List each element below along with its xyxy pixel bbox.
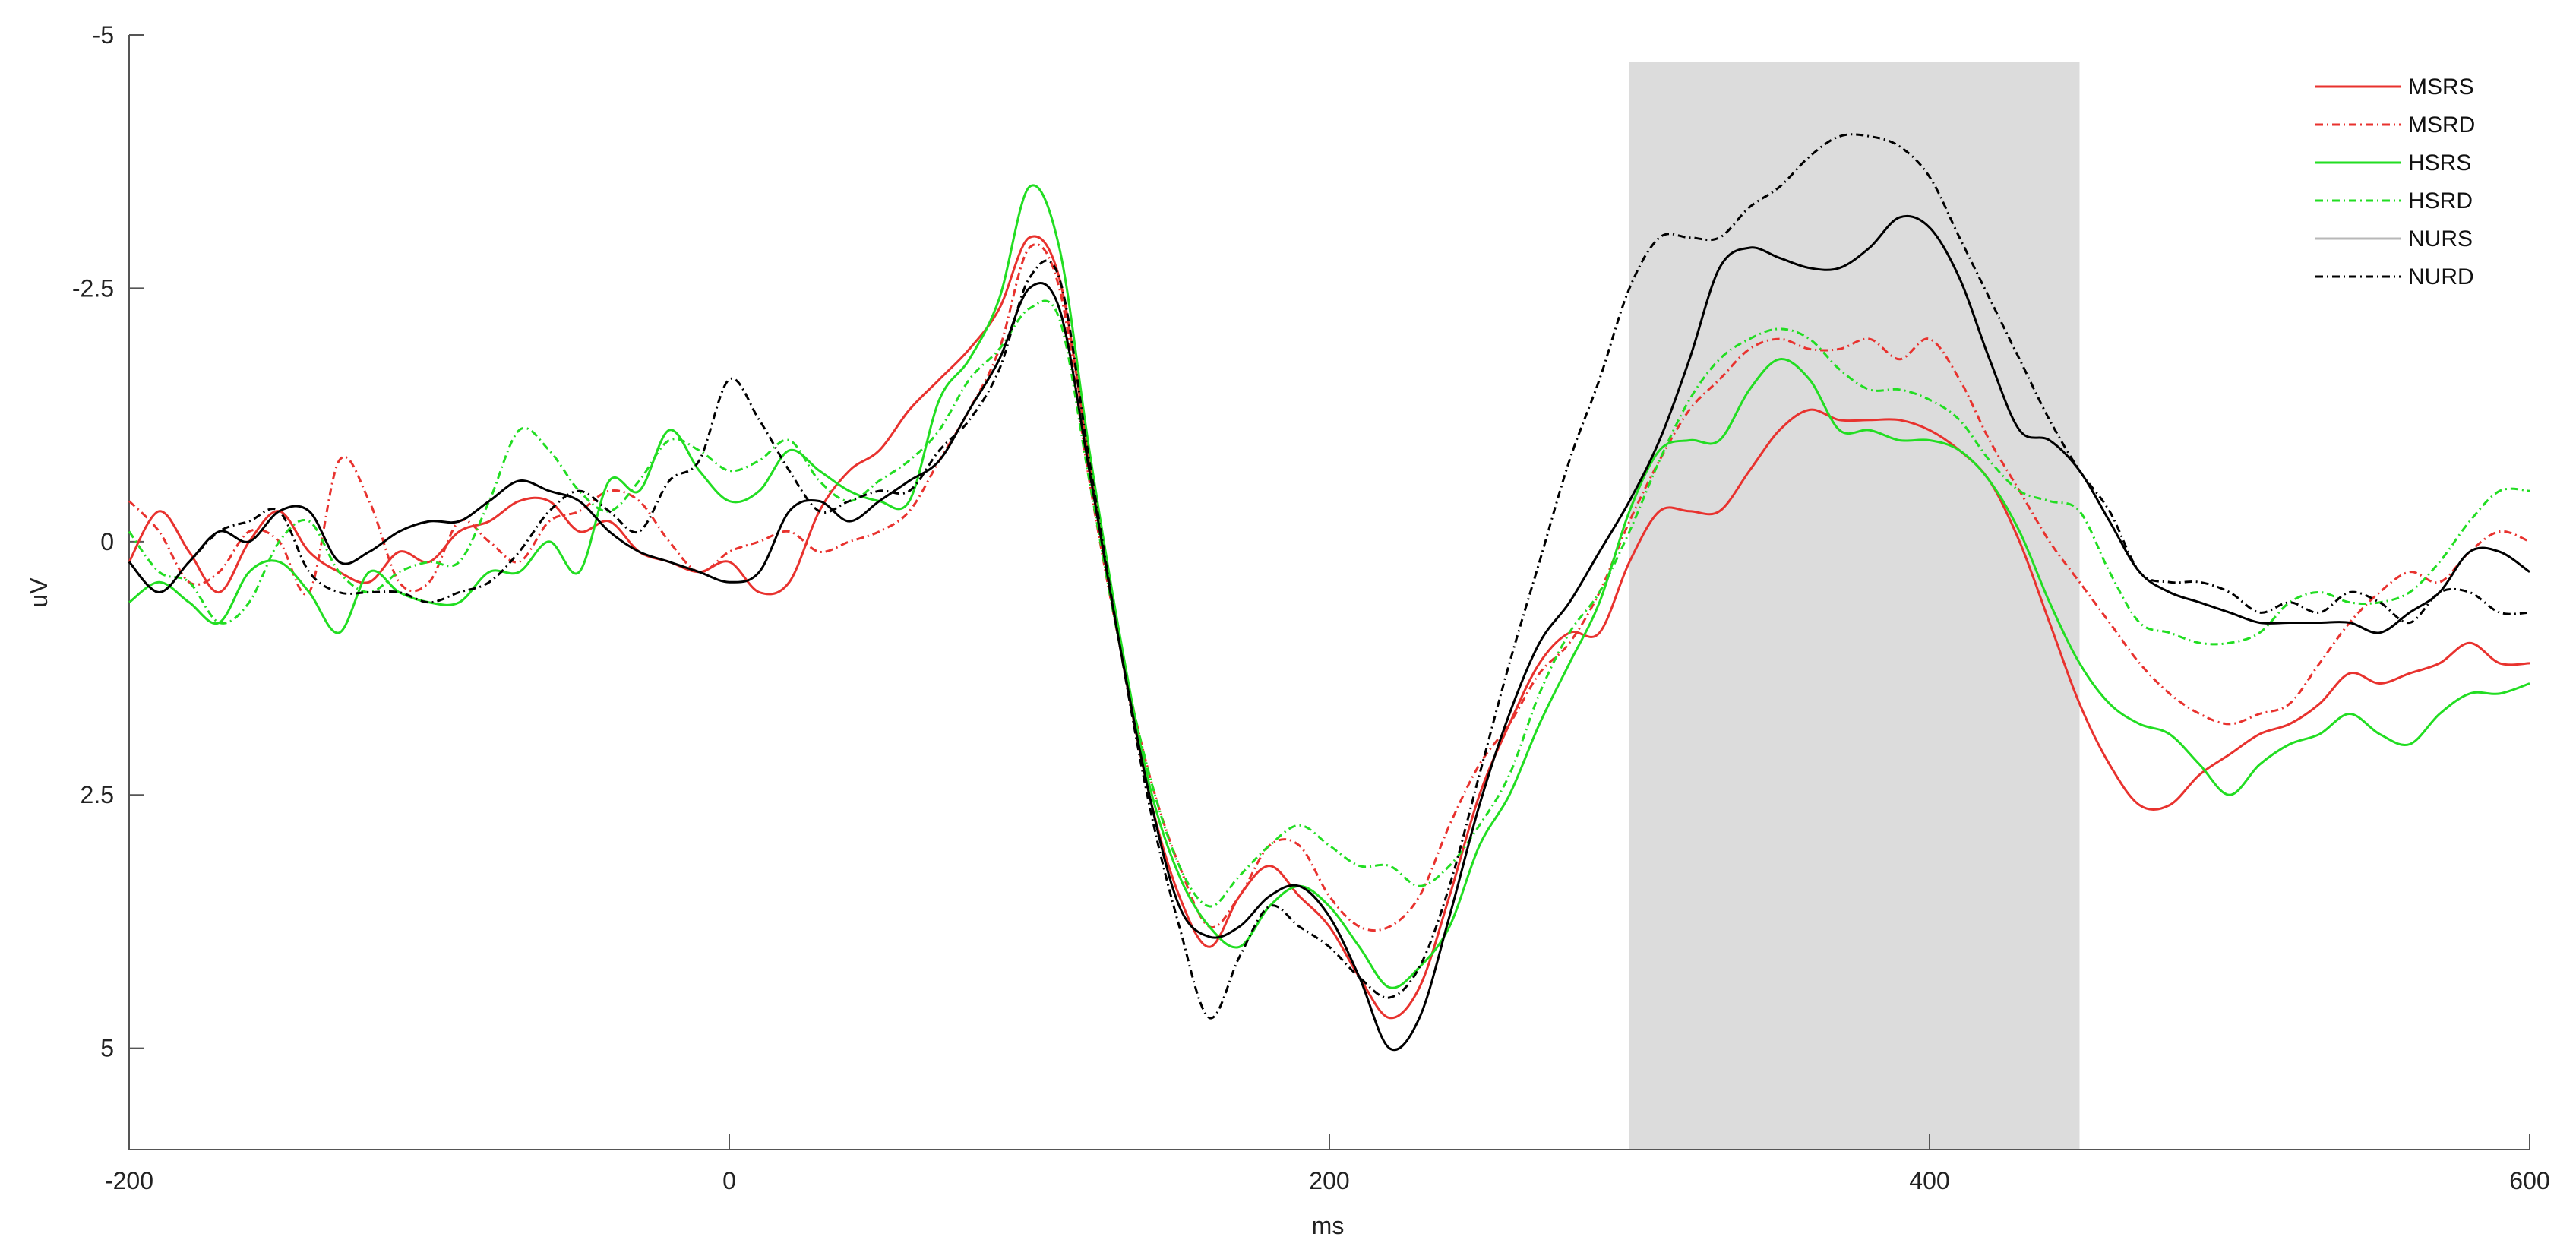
- y-tick-label: -5: [93, 21, 114, 49]
- legend-label-nurs: NURS: [2408, 226, 2473, 251]
- series-line-msrs: [128, 235, 2530, 1020]
- legend-label-msrd: MSRD: [2408, 112, 2475, 138]
- legend-label-nurd: NURD: [2408, 264, 2474, 289]
- series-layer: [128, 133, 2530, 1052]
- x-tick-label: 0: [722, 1167, 736, 1194]
- y-tick-label: 5: [100, 1035, 114, 1062]
- series-line-nurs: [128, 214, 2530, 1052]
- x-tick-label: 200: [1309, 1167, 1349, 1194]
- axes-layer: ms uV -200 0 200 400 600 -5 -2.5 0 2.5 5: [25, 21, 2550, 1239]
- series-line-msrd: [128, 243, 2530, 932]
- legend: MSRS MSRD HSRS HSRD NURS NURD: [2315, 74, 2475, 289]
- x-tick-label: 400: [1909, 1167, 1949, 1194]
- y-axis-label: uV: [25, 577, 52, 608]
- legend-label-hsrd: HSRD: [2408, 188, 2473, 214]
- x-tick-label: 600: [2509, 1167, 2549, 1194]
- x-axis-label: ms: [1312, 1212, 1345, 1239]
- y-tick-label: 0: [100, 528, 114, 555]
- highlight-window: [1629, 62, 2080, 1150]
- legend-label-hsrs: HSRS: [2408, 150, 2471, 176]
- series-line-hsrd: [128, 299, 2530, 908]
- y-tick-label: 2.5: [81, 781, 114, 808]
- highlight-layer: [1629, 62, 2080, 1150]
- series-line-nurd: [128, 133, 2530, 1020]
- series-line-hsrs: [128, 184, 2530, 989]
- legend-label-msrs: MSRS: [2408, 74, 2474, 100]
- x-tick-label: -200: [105, 1167, 153, 1194]
- y-tick-label: -2.5: [72, 274, 114, 302]
